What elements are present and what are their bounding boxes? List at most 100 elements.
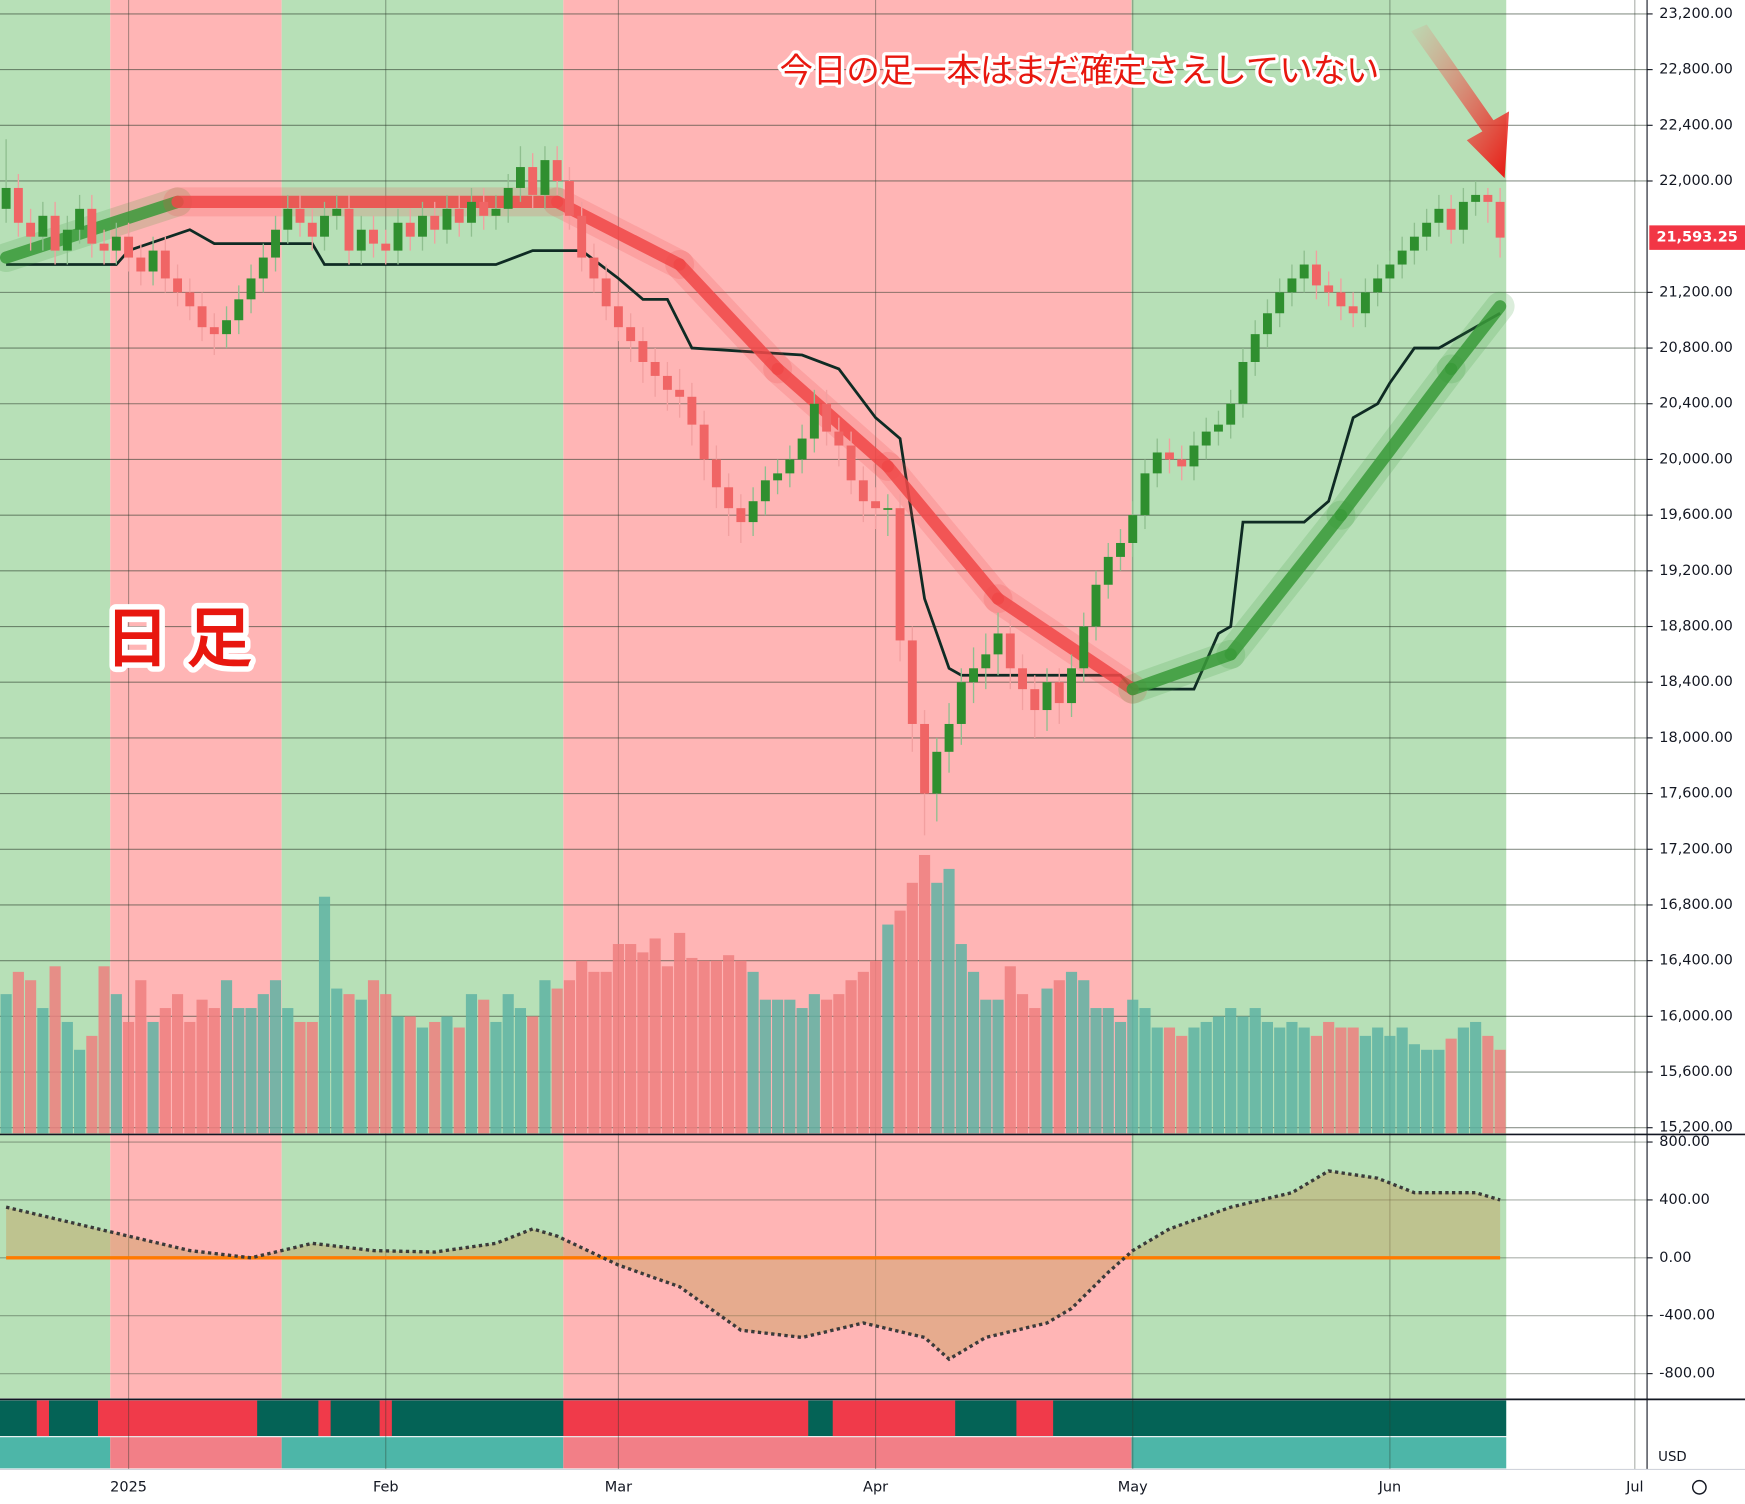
status-segment — [97, 1400, 258, 1437]
y-tick-label: 16,800.00 — [1659, 897, 1733, 913]
volume-bar — [1286, 1021, 1298, 1134]
volume-bar — [1384, 1035, 1396, 1134]
volume-bar — [1470, 1021, 1482, 1134]
y-tick-label: 20,800.00 — [1659, 340, 1733, 356]
candle-body — [1091, 584, 1101, 627]
volume-bar — [625, 944, 637, 1134]
volume-bar — [943, 868, 955, 1134]
volume-bar — [674, 932, 686, 1134]
candle-body — [405, 222, 415, 237]
volume-bar — [980, 999, 992, 1134]
candle-body — [75, 208, 85, 230]
volume-bar — [931, 882, 943, 1134]
status-segment — [36, 1400, 49, 1437]
volume-bar — [1225, 1008, 1237, 1134]
candle-body — [528, 167, 538, 195]
ma-line — [1126, 648, 1237, 696]
candle-body — [1434, 208, 1444, 223]
y-tick-label: 22,800.00 — [1659, 62, 1733, 78]
candle-body — [356, 229, 366, 251]
y-tick-label: 800.00 — [1659, 1134, 1710, 1150]
candle-body — [1201, 431, 1211, 446]
candle-body — [1458, 201, 1468, 230]
ma-line — [991, 592, 1139, 696]
candle-body — [13, 187, 23, 223]
candle-body — [99, 243, 109, 251]
volume-bar — [1151, 1027, 1163, 1134]
status-bar — [563, 1437, 1132, 1469]
volume-bar — [1176, 1035, 1188, 1134]
candle-body — [503, 187, 513, 209]
candle-body — [1299, 264, 1309, 279]
volume-bar — [478, 999, 490, 1134]
candle-body — [124, 236, 134, 258]
candle-body — [1005, 633, 1015, 669]
volume-bar — [208, 1008, 220, 1134]
y-tick-label: 18,400.00 — [1659, 674, 1733, 690]
candle-body — [540, 160, 550, 195]
candle-body — [1483, 194, 1493, 202]
volume-bar — [318, 896, 331, 1134]
volume-bar — [25, 980, 37, 1134]
candle-body — [1495, 201, 1505, 238]
candle-body — [148, 250, 158, 272]
volume-bar — [796, 1008, 808, 1134]
volume-bar — [12, 971, 24, 1134]
volume-bar — [1016, 994, 1029, 1134]
status-bar — [110, 1437, 282, 1469]
volume-bar — [894, 910, 906, 1134]
volume-bar — [416, 1027, 429, 1134]
volume-bar — [808, 994, 820, 1134]
candle-body — [295, 208, 305, 223]
candle-body — [809, 403, 819, 439]
volume-bar — [86, 1035, 98, 1134]
volume-bar — [1237, 1016, 1249, 1134]
candle-body — [320, 215, 329, 237]
candle-body — [454, 208, 464, 223]
volume-bar — [1102, 1008, 1114, 1134]
candle-body — [760, 480, 770, 502]
candle-body — [479, 201, 489, 216]
volume-bar — [98, 966, 110, 1134]
volume-bar — [1457, 1027, 1469, 1134]
ma-line — [1334, 362, 1458, 522]
volume-bar — [1372, 1027, 1384, 1134]
status-segment — [563, 1400, 809, 1437]
annotation: 日足 — [105, 602, 270, 677]
y-tick-label: 15,200.00 — [1659, 1120, 1733, 1136]
volume-bar — [784, 999, 796, 1134]
volume-bar — [1298, 1027, 1310, 1134]
candle-body — [1287, 278, 1297, 293]
volume-bar — [74, 1049, 86, 1134]
candle-body — [1250, 334, 1260, 362]
volume-bar — [870, 960, 882, 1134]
volume-bar — [196, 999, 208, 1134]
volume-bar — [992, 999, 1004, 1134]
currency-label: USD — [1658, 1450, 1687, 1465]
candle-body — [601, 278, 611, 307]
volume-bar — [1261, 1021, 1274, 1134]
volume-bar — [1188, 1027, 1200, 1134]
candle-body — [944, 723, 954, 752]
candle-body — [418, 215, 427, 237]
volume-bar — [759, 999, 771, 1134]
candle-body — [246, 278, 256, 300]
candle-body — [222, 320, 231, 335]
volume-bar — [159, 1008, 171, 1134]
x-tick-label: Jun — [1378, 1479, 1402, 1495]
candle-body — [307, 222, 317, 237]
settings-icon[interactable] — [1691, 1479, 1707, 1495]
candle-body — [1360, 292, 1370, 314]
volume-bar — [551, 988, 563, 1134]
y-tick-label: 18,800.00 — [1659, 619, 1733, 635]
candle-body — [1030, 689, 1040, 711]
y-tick-label: 19,200.00 — [1659, 563, 1733, 579]
volume-bar — [306, 1021, 318, 1134]
volume-bar — [833, 994, 845, 1134]
volume-bar — [955, 944, 967, 1134]
volume-bar — [172, 994, 184, 1134]
volume-bar — [1078, 980, 1090, 1134]
candle-body — [1067, 668, 1076, 704]
candle-body — [258, 257, 268, 279]
